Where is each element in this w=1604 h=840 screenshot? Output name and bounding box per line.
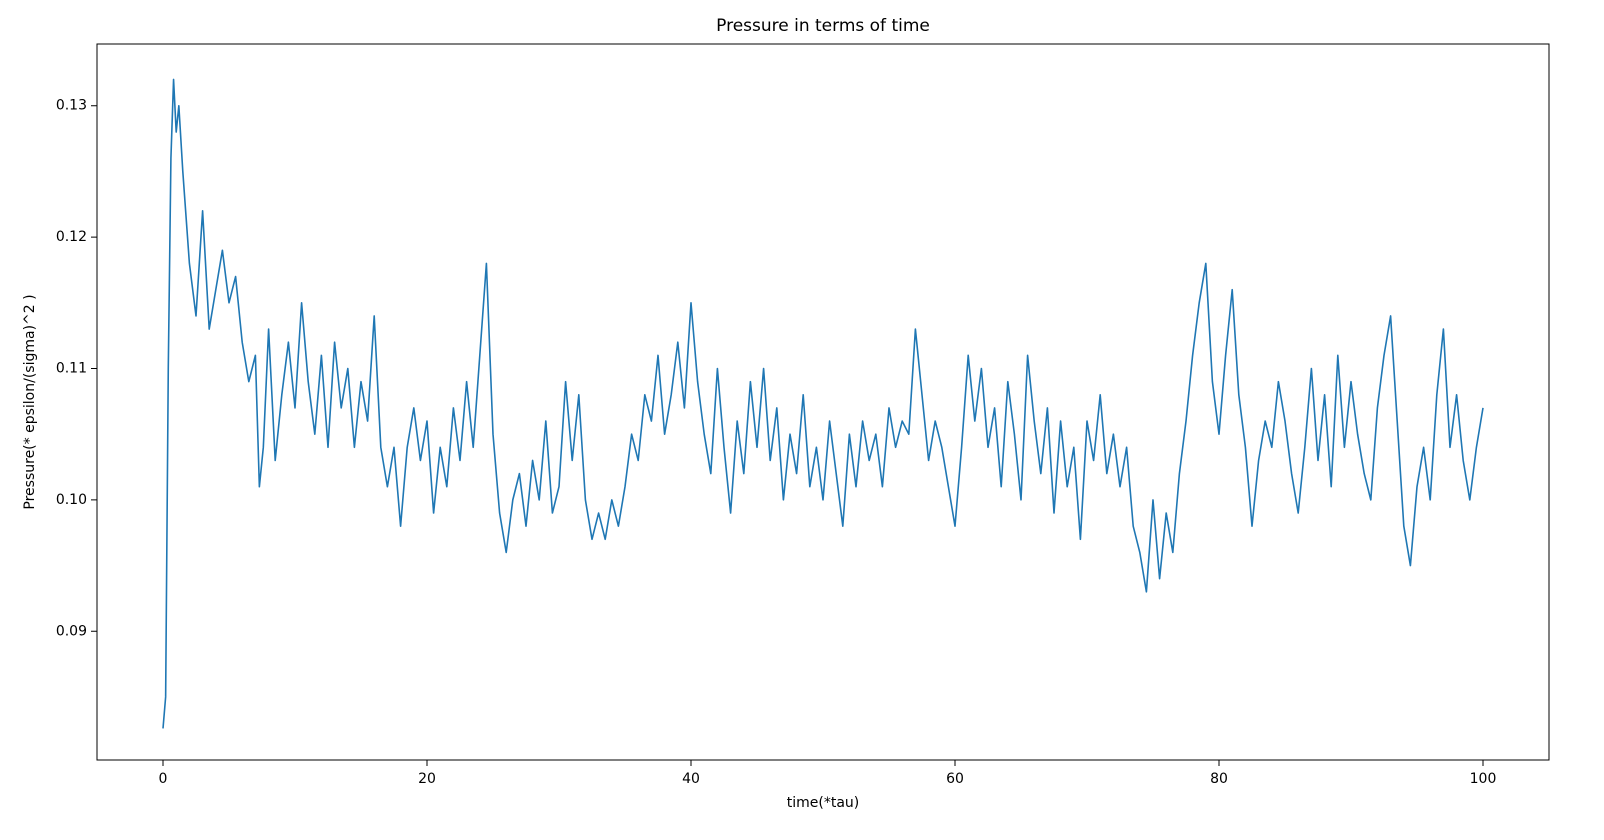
y-tick-label: 0.13 (56, 98, 87, 114)
y-axis-label: Pressure(* epsilon/(sigma)^2 ) (22, 294, 38, 509)
y-tick-label: 0.12 (56, 229, 87, 245)
y-tick-label: 0.10 (56, 492, 87, 508)
x-tick-label: 20 (418, 771, 436, 787)
plot-frame (96, 43, 1550, 761)
chart-title: Pressure in terms of time (716, 16, 930, 36)
x-tick-label: 40 (682, 771, 700, 787)
x-tick-label: 60 (946, 771, 964, 787)
data-line (162, 78, 1484, 729)
x-tick-label: 100 (1470, 771, 1497, 787)
x-axis-label: time(*tau) (787, 795, 860, 811)
x-tick-label: 0 (159, 771, 168, 787)
y-tick-label: 0.09 (56, 623, 87, 639)
y-tick-label: 0.11 (56, 360, 87, 376)
x-tick-label: 80 (1210, 771, 1228, 787)
